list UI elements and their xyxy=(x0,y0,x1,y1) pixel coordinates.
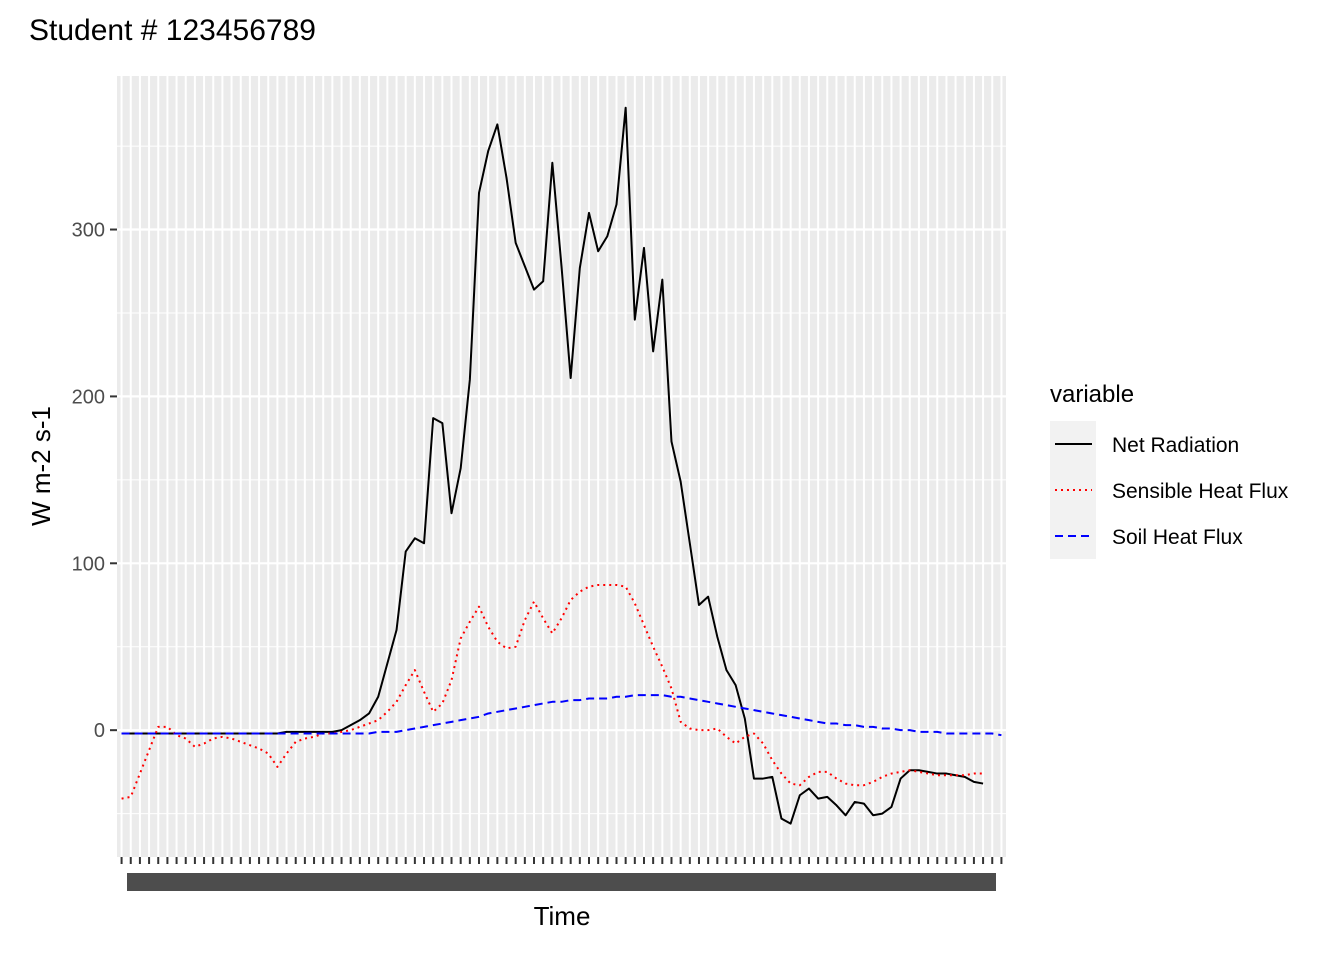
y-axis-label: W m-2 s-1 xyxy=(26,406,56,526)
x-axis-label: Time xyxy=(534,901,591,931)
y-tick-label: 0 xyxy=(94,720,105,742)
x-tick-labels-overplotted xyxy=(127,873,996,891)
major-grid xyxy=(117,76,1006,857)
series-layer xyxy=(121,106,1002,825)
legend-entry-net-radiation: Net Radiation xyxy=(1112,434,1239,457)
series-line-soil-heat-flux xyxy=(121,694,1002,737)
y-tick-label: 100 xyxy=(72,553,105,575)
y-axis: 0 100 200 300 xyxy=(72,220,117,742)
y-tick-label: 200 xyxy=(72,386,105,408)
y-tick-label: 300 xyxy=(72,220,105,242)
legend: variable Net Radiation Sensible Heat Flu… xyxy=(1050,381,1289,559)
legend-entry-soil-heat-flux: Soil Heat Flux xyxy=(1112,526,1243,549)
chart-title: Student # 123456789 xyxy=(29,14,316,47)
x-axis xyxy=(120,857,1003,891)
legend-title: variable xyxy=(1050,381,1134,408)
legend-entry-sensible-heat-flux: Sensible Heat Flux xyxy=(1112,480,1289,503)
